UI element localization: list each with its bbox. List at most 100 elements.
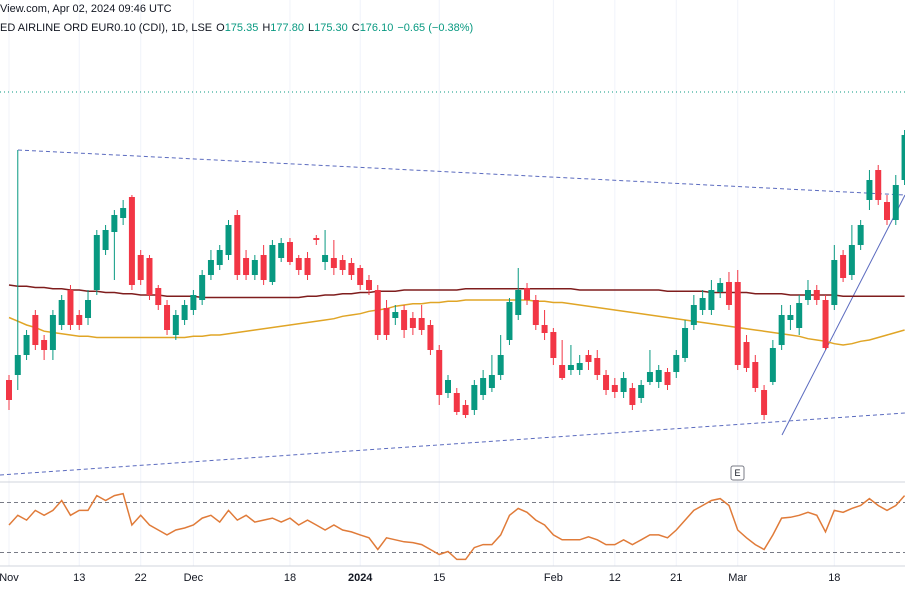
x-tick-label: 15 — [433, 572, 445, 584]
candle-body — [620, 378, 627, 392]
moving-average — [8, 299, 905, 346]
candle-body — [251, 260, 258, 275]
candle-body — [58, 300, 65, 325]
candle-body — [93, 235, 100, 290]
candle-body — [23, 335, 30, 355]
candle-body — [199, 275, 206, 300]
candle-body — [155, 288, 162, 305]
candle-body — [243, 258, 250, 275]
candle-body — [567, 365, 574, 370]
candle-body — [884, 202, 890, 220]
moving-average — [8, 284, 905, 299]
candle-body — [813, 290, 820, 300]
candle-body — [576, 363, 583, 370]
candle-body — [690, 305, 697, 325]
candle-body — [506, 302, 513, 340]
candle-body — [357, 268, 364, 285]
candle-body — [524, 288, 531, 300]
candle-body — [418, 318, 425, 330]
candle-body — [190, 295, 197, 310]
candle-body — [409, 318, 416, 328]
candle-body — [664, 372, 671, 385]
candle-body — [49, 315, 56, 350]
candle-body — [831, 260, 838, 305]
candle-body — [146, 258, 153, 295]
x-tick-label: 12 — [609, 572, 621, 584]
candle-body — [32, 315, 39, 345]
x-tick-label: 18 — [284, 572, 296, 584]
candle-body — [594, 358, 601, 375]
candle-body — [216, 250, 223, 265]
ohlc-value: 175.30 — [314, 22, 348, 34]
candle-body — [102, 230, 109, 250]
candle-body — [646, 372, 653, 382]
trend-line-upper — [17, 149, 905, 196]
x-tick-label: 18 — [828, 572, 840, 584]
trend-line-lower — [0, 412, 905, 476]
candle-body — [85, 300, 92, 318]
candle-body — [392, 312, 399, 318]
candle-body — [752, 362, 759, 388]
plot — [0, 130, 905, 561]
candle-body — [172, 315, 179, 335]
candle-body — [427, 325, 434, 350]
candle-body — [682, 328, 689, 358]
candle-body — [840, 255, 847, 278]
ohlc-value: 176.10 — [360, 22, 394, 34]
ohlc-label: L — [308, 22, 314, 34]
event-marker-label: E — [734, 468, 740, 478]
candle-body — [769, 348, 776, 382]
candle-body — [559, 365, 566, 378]
candle-body — [717, 283, 724, 292]
candle-body — [120, 208, 127, 218]
candle-body — [603, 375, 610, 390]
candle-body — [374, 290, 381, 335]
candle-body — [480, 378, 487, 395]
symbol: ED AIRLINE ORD EUR0.10 (CDI), 1D, LSE — [0, 22, 212, 34]
header-source: View.com, Apr 02, 2024 09:46 UTC — [0, 3, 172, 15]
candle-body — [234, 215, 241, 275]
x-tick-label: Feb — [544, 572, 563, 584]
candle-body — [901, 135, 905, 180]
ohlc-label: H — [262, 22, 270, 34]
candle-body — [445, 380, 451, 393]
candle-body — [313, 238, 320, 240]
candle-body — [488, 375, 495, 388]
candle-body — [207, 260, 214, 275]
candle-body — [181, 305, 188, 320]
candle-body — [875, 170, 882, 200]
x-tick-label: Mar — [728, 572, 747, 584]
candle-body — [137, 255, 144, 280]
candle-body — [532, 300, 539, 325]
candle-body — [278, 243, 285, 258]
candle-body — [67, 290, 74, 325]
candle-body — [128, 197, 135, 285]
candle-body — [497, 355, 504, 375]
candle-body — [725, 282, 732, 305]
candle-body — [848, 245, 855, 275]
candle-body — [778, 315, 785, 345]
candle-body — [699, 298, 706, 310]
candle-body — [225, 225, 232, 255]
x-tick-label: 22 — [135, 572, 147, 584]
candle-body — [673, 355, 680, 372]
candle-body — [866, 180, 873, 200]
candle-body — [14, 355, 21, 375]
candle-body — [330, 258, 337, 268]
change: −0.65 (−0.38%) — [397, 22, 473, 34]
candle-body — [708, 290, 715, 310]
candle-body — [436, 350, 443, 395]
candle-body — [471, 385, 478, 410]
candle-body — [761, 390, 768, 415]
candle-body — [857, 225, 864, 245]
candle-body — [629, 388, 636, 405]
candle-body — [295, 258, 302, 270]
ohlc-value: 175.35 — [225, 22, 259, 34]
candle-body — [348, 263, 355, 275]
candle-body — [585, 355, 592, 362]
trend-line — [781, 194, 905, 436]
oscillator-line — [8, 492, 905, 561]
event-marker[interactable] — [730, 465, 745, 481]
candle-body — [260, 255, 267, 280]
